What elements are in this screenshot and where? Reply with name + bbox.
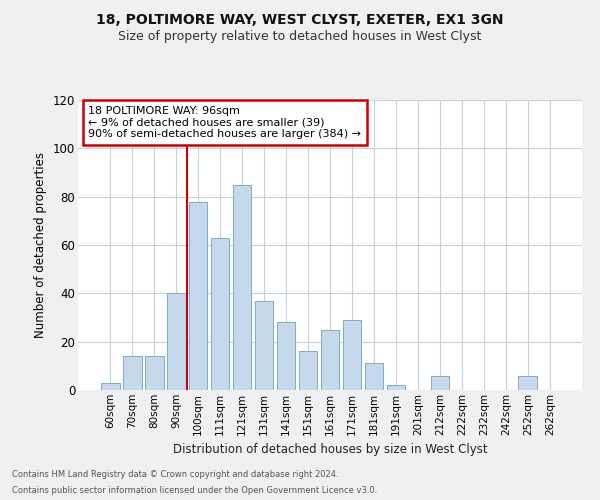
Bar <box>365 364 383 390</box>
Text: Size of property relative to detached houses in West Clyst: Size of property relative to detached ho… <box>118 30 482 43</box>
Bar <box>123 356 142 390</box>
Text: Contains public sector information licensed under the Open Government Licence v3: Contains public sector information licen… <box>12 486 377 495</box>
Bar <box>255 300 274 390</box>
Bar <box>189 202 208 390</box>
Bar <box>167 294 185 390</box>
Bar <box>518 376 537 390</box>
Bar <box>299 352 317 390</box>
Bar <box>431 376 449 390</box>
Bar <box>386 385 405 390</box>
Text: 18, POLTIMORE WAY, WEST CLYST, EXETER, EX1 3GN: 18, POLTIMORE WAY, WEST CLYST, EXETER, E… <box>96 12 504 26</box>
Bar <box>211 238 229 390</box>
Bar <box>343 320 361 390</box>
Bar <box>320 330 340 390</box>
Bar <box>101 383 119 390</box>
Text: Contains HM Land Registry data © Crown copyright and database right 2024.: Contains HM Land Registry data © Crown c… <box>12 470 338 479</box>
Text: Distribution of detached houses by size in West Clyst: Distribution of detached houses by size … <box>173 442 487 456</box>
Text: 18 POLTIMORE WAY: 96sqm
← 9% of detached houses are smaller (39)
90% of semi-det: 18 POLTIMORE WAY: 96sqm ← 9% of detached… <box>88 106 361 139</box>
Bar <box>145 356 164 390</box>
Y-axis label: Number of detached properties: Number of detached properties <box>34 152 47 338</box>
Bar <box>277 322 295 390</box>
Bar <box>233 184 251 390</box>
